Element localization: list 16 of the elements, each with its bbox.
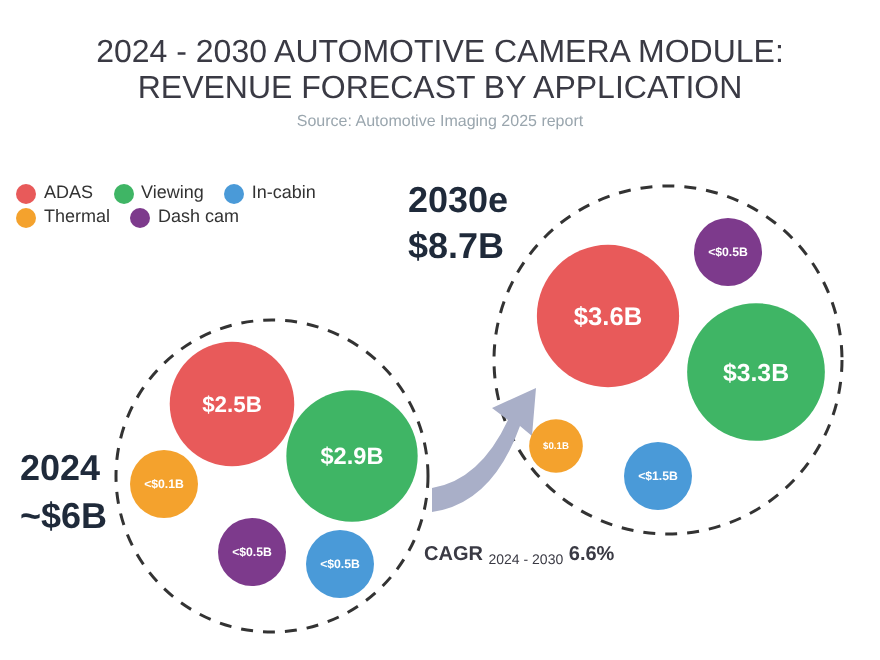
legend-label: Viewing <box>141 182 204 202</box>
data-label: $3.3B <box>722 358 790 387</box>
text: ~$6B <box>20 496 108 536</box>
legend-label: ADAS <box>44 182 94 202</box>
text: 2024 - 2030 AUTOMOTIVE CAMERA MODULE: REVENUE FORECAST BY APPLICATION <box>96 36 784 108</box>
data-label: $2.9B <box>320 442 384 471</box>
data-label: $2.5B <box>202 393 262 418</box>
category-label: 2024 <box>20 448 101 488</box>
text: $8.7B <box>408 226 505 266</box>
legend-label: Dash cam <box>158 206 240 226</box>
text: Source: Automotive Imaging 2025 report <box>294 112 586 130</box>
category-label: 2030e <box>408 180 509 220</box>
legend-label: In-cabin <box>251 182 316 202</box>
text: CAGR $_{2024 - 2030}$ 6.6% <box>424 544 615 568</box>
data-label: $3.6B <box>573 300 643 331</box>
legend-label: Thermal <box>44 206 111 226</box>
